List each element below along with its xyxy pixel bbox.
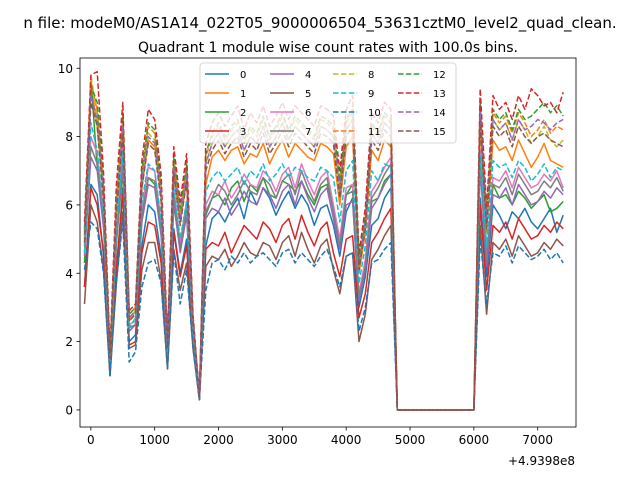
legend-label-3: 3 — [240, 127, 246, 138]
legend-label-9: 9 — [368, 89, 374, 100]
axes-frame — [79, 57, 577, 428]
x-tick-label: 5000 — [395, 433, 426, 447]
legend-label-13: 13 — [433, 89, 446, 100]
legend-label-5: 5 — [305, 89, 311, 100]
series-line-10 — [83, 221, 564, 411]
series-line-13 — [83, 70, 564, 411]
x-tick-label: 4000 — [331, 433, 362, 447]
chart-title: Quadrant 1 module wise count rates with … — [138, 40, 518, 56]
y-tick-label: 2 — [65, 335, 73, 349]
legend-label-4: 4 — [305, 70, 311, 81]
legend-label-10: 10 — [368, 108, 381, 119]
legend-label-0: 0 — [240, 70, 246, 81]
legend-label-1: 1 — [240, 89, 246, 100]
legend-label-14: 14 — [433, 108, 446, 119]
y-tick-label: 4 — [65, 267, 73, 281]
x-tick-label: 2000 — [203, 433, 234, 447]
x-offset-label: +4.9398e8 — [508, 454, 575, 468]
chart-suptitle: n file: modeM0/AS1A14_022T05_9000006504_… — [23, 14, 616, 33]
y-tick-label: 10 — [58, 62, 73, 76]
legend-frame — [199, 62, 457, 144]
legend-label-7: 7 — [305, 127, 311, 138]
x-tick-label: 0 — [87, 433, 95, 447]
legend-label-11: 11 — [368, 127, 381, 138]
legend-label-15: 15 — [433, 127, 446, 138]
y-tick-label: 6 — [65, 198, 73, 212]
x-tick-label: 7000 — [522, 433, 553, 447]
legend-label-8: 8 — [368, 70, 374, 81]
x-tick-label: 6000 — [459, 433, 490, 447]
legend-label-6: 6 — [305, 108, 311, 119]
x-tick-label: 3000 — [267, 433, 298, 447]
x-tick-label: 1000 — [139, 433, 170, 447]
y-tick-label: 0 — [65, 403, 73, 417]
y-tick-label: 8 — [65, 130, 73, 144]
legend-label-2: 2 — [240, 108, 246, 119]
legend-label-12: 12 — [433, 70, 446, 81]
